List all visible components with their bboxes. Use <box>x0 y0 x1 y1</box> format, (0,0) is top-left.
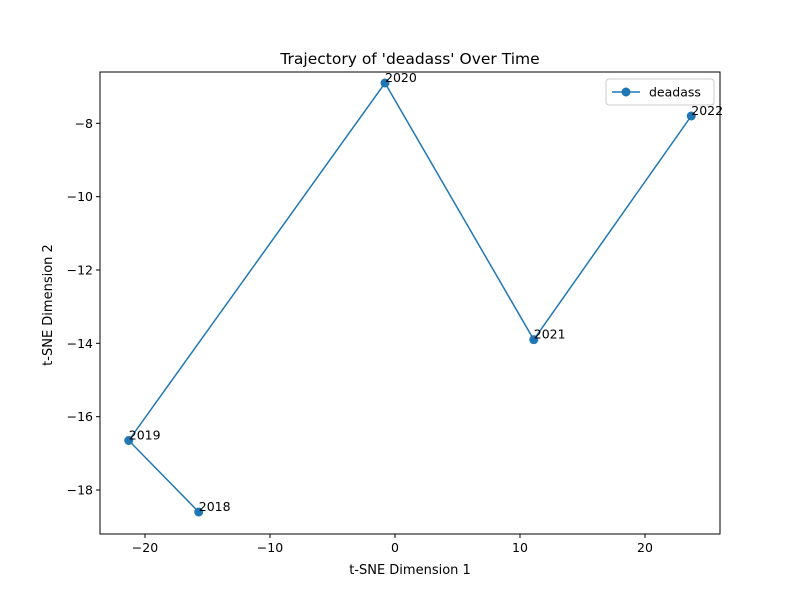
series-line <box>128 82 692 513</box>
ticks-layer: −20 −10 0 10 20 −18 −16 −14 −12 −10 −8 <box>67 116 653 555</box>
y-tick-label: −10 <box>67 189 93 204</box>
x-tick-label: −10 <box>257 540 283 555</box>
y-tick-label: −8 <box>75 116 93 131</box>
legend-label: deadass <box>649 85 701 100</box>
x-tick-label: 10 <box>512 540 528 555</box>
point-label-2020: 2020 <box>385 70 417 85</box>
y-axis-label: t-SNE Dimension 2 <box>41 244 56 366</box>
data-point-2021 <box>529 335 539 345</box>
x-tick-label: 0 <box>391 540 399 555</box>
legend-marker <box>621 87 631 97</box>
y-tick-label: −14 <box>67 336 93 351</box>
series-layer: 2018 2019 2020 2021 2022 <box>124 70 723 517</box>
data-point-2019 <box>124 436 134 445</box>
point-label-2021: 2021 <box>534 327 566 342</box>
x-tick-label: 20 <box>637 540 653 555</box>
data-point-2020 <box>380 78 390 88</box>
chart-title: Trajectory of 'deadass' Over Time <box>279 50 539 68</box>
legend: deadass <box>605 78 715 106</box>
y-tick-label: −12 <box>67 263 93 278</box>
x-tick-label: −20 <box>132 540 158 555</box>
plot-frame <box>99 71 721 535</box>
point-label-2019: 2019 <box>129 428 161 443</box>
data-point-2022 <box>686 111 696 121</box>
y-tick-label: −18 <box>67 483 93 498</box>
data-point-2018 <box>194 507 204 517</box>
legend-box <box>605 78 715 106</box>
y-tick-label: −16 <box>67 409 93 424</box>
point-label-2018: 2018 <box>199 499 231 514</box>
x-axis-label: t-SNE Dimension 1 <box>349 563 471 578</box>
point-label-2022: 2022 <box>691 103 723 118</box>
